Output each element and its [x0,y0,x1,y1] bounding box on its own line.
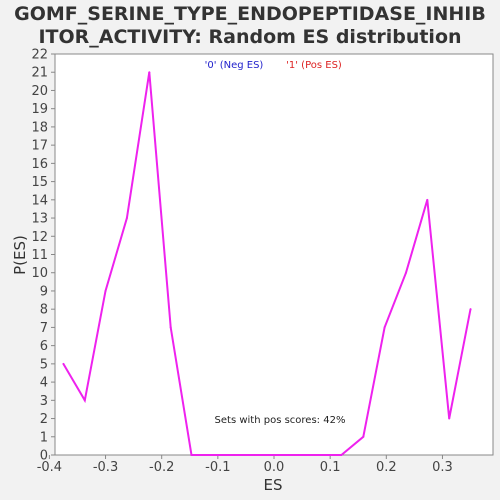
chart-marks [62,71,472,456]
data-point [340,454,343,456]
data-point [318,454,321,456]
y-tick-label: 22 [31,48,48,63]
data-point [169,326,172,329]
axis-ticks: -0.4 -0.3 -0.2 -0.1 0.0 0.1 0.2 0.3012345678910… [31,48,452,476]
legend-neg-es: '0' (Neg ES) [205,60,264,71]
chart-title-line-2: ITOR_ACTIVITY: Random ES distribution [38,26,461,48]
plot-area [54,53,494,456]
x-tick-label: -0.1 [205,460,230,475]
x-tick-label: -0.2 [149,460,174,475]
y-tick-label: 13 [31,212,48,227]
x-tick-label: -0.4 [37,460,62,475]
data-point [148,71,151,74]
data-point [426,198,429,201]
data-point [275,454,278,456]
y-tick-label: 4 [40,376,48,391]
data-point [469,308,472,311]
y-tick-label: 19 [31,102,48,117]
y-tick-label: 10 [31,266,48,281]
x-tick-label: -0.3 [93,460,118,475]
data-point [83,399,86,402]
y-tick-label: 8 [40,303,48,318]
y-tick-label: 21 [31,66,48,81]
x-axis-label: ES [264,476,283,494]
data-point [233,454,236,456]
data-point [383,326,386,329]
y-axis-label: P(ES) [11,235,29,275]
y-tick-label: 11 [31,248,48,263]
data-point [254,454,257,456]
x-tick-label: 0.3 [432,460,453,475]
data-point [404,271,407,274]
data-point [190,454,193,456]
y-tick-label: 16 [31,157,48,172]
y-tick-label: 2 [40,412,48,427]
legend-pos-es: '1' (Pos ES) [286,60,342,71]
y-tick-label: 6 [40,339,48,354]
x-tick-label: 0.1 [320,460,341,475]
y-tick-label: 0 [40,449,48,464]
data-point [297,454,300,456]
chart-title-line-1: GOMF_SERINE_TYPE_ENDOPEPTIDASE_INHIB [14,3,486,25]
y-tick-label: 17 [31,139,48,154]
data-point [62,362,65,365]
data-point [104,289,107,292]
x-tick-label: 0.0 [264,460,285,475]
y-tick-label: 5 [40,357,48,372]
y-tick-label: 14 [31,193,48,208]
y-tick-label: 3 [40,394,48,409]
y-tick-label: 9 [40,284,48,299]
y-tick-label: 7 [40,321,48,336]
y-tick-label: 1 [40,430,48,445]
data-point [125,217,128,220]
data-point [362,435,365,438]
y-tick-label: 12 [31,230,48,245]
pos-scores-annotation: Sets with pos scores: 42% [215,415,346,426]
y-tick-label: 20 [31,84,48,99]
x-tick-label: 0.2 [376,460,397,475]
data-point [448,417,451,420]
y-tick-label: 18 [31,120,48,135]
data-point [211,454,214,456]
series-line [62,72,472,456]
y-tick-label: 15 [31,175,48,190]
